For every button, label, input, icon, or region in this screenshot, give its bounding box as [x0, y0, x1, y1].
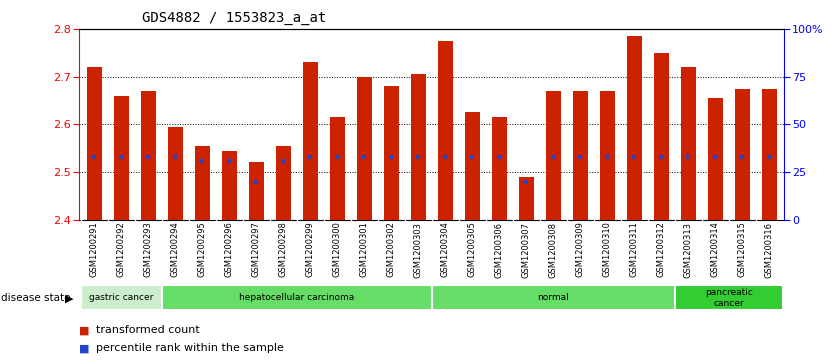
Text: percentile rank within the sample: percentile rank within the sample — [96, 343, 284, 354]
Bar — [249, 162, 264, 220]
Text: GSM1200305: GSM1200305 — [468, 221, 476, 277]
Bar — [432, 285, 675, 310]
Text: GSM1200314: GSM1200314 — [711, 221, 720, 277]
Text: ■: ■ — [79, 325, 90, 335]
Text: GSM1200299: GSM1200299 — [305, 221, 314, 277]
Text: transformed count: transformed count — [96, 325, 199, 335]
Bar — [708, 98, 722, 220]
Bar — [761, 89, 776, 220]
Text: GSM1200307: GSM1200307 — [521, 221, 530, 278]
Bar — [222, 151, 237, 220]
Text: GSM1200293: GSM1200293 — [143, 221, 153, 277]
Bar — [573, 91, 587, 220]
Text: GSM1200315: GSM1200315 — [737, 221, 746, 277]
Text: disease state: disease state — [1, 293, 70, 303]
Text: ▶: ▶ — [65, 293, 73, 303]
Text: GSM1200296: GSM1200296 — [224, 221, 234, 277]
Bar — [303, 62, 318, 220]
Bar — [113, 96, 128, 220]
Text: GSM1200312: GSM1200312 — [656, 221, 666, 277]
Text: GSM1200297: GSM1200297 — [252, 221, 260, 277]
Text: GDS4882 / 1553823_a_at: GDS4882 / 1553823_a_at — [142, 11, 326, 25]
Bar — [465, 113, 480, 220]
Text: GSM1200311: GSM1200311 — [630, 221, 639, 277]
Text: pancreatic
cancer: pancreatic cancer — [705, 287, 752, 308]
Text: GSM1200294: GSM1200294 — [171, 221, 179, 277]
Text: GSM1200306: GSM1200306 — [495, 221, 504, 278]
Text: hepatocellular carcinoma: hepatocellular carcinoma — [239, 293, 354, 302]
Bar — [545, 91, 560, 220]
Text: GSM1200301: GSM1200301 — [359, 221, 369, 277]
Bar — [675, 285, 782, 310]
Bar — [329, 117, 344, 220]
Bar — [410, 74, 425, 220]
Bar — [384, 86, 399, 220]
Bar — [87, 67, 102, 220]
Bar — [81, 285, 162, 310]
Bar — [357, 77, 371, 220]
Text: GSM1200300: GSM1200300 — [333, 221, 342, 277]
Text: GSM1200303: GSM1200303 — [414, 221, 423, 278]
Text: GSM1200310: GSM1200310 — [603, 221, 611, 277]
Bar — [735, 89, 750, 220]
Text: GSM1200295: GSM1200295 — [198, 221, 207, 277]
Bar — [519, 177, 534, 220]
Text: GSM1200308: GSM1200308 — [549, 221, 558, 278]
Bar — [276, 146, 290, 220]
Text: GSM1200302: GSM1200302 — [387, 221, 395, 277]
Text: GSM1200291: GSM1200291 — [89, 221, 98, 277]
Text: GSM1200309: GSM1200309 — [575, 221, 585, 277]
Text: GSM1200304: GSM1200304 — [440, 221, 450, 277]
Bar — [600, 91, 615, 220]
Text: normal: normal — [537, 293, 569, 302]
Bar — [438, 41, 453, 220]
Text: ■: ■ — [79, 343, 90, 354]
Bar — [141, 91, 155, 220]
Bar — [162, 285, 431, 310]
Text: gastric cancer: gastric cancer — [89, 293, 153, 302]
Bar — [492, 117, 506, 220]
Text: GSM1200316: GSM1200316 — [765, 221, 774, 278]
Bar — [194, 146, 209, 220]
Text: GSM1200292: GSM1200292 — [117, 221, 126, 277]
Text: GSM1200298: GSM1200298 — [279, 221, 288, 277]
Bar — [626, 36, 641, 220]
Text: GSM1200313: GSM1200313 — [684, 221, 692, 278]
Bar — [654, 53, 669, 220]
Bar — [168, 127, 183, 220]
Bar — [681, 67, 696, 220]
